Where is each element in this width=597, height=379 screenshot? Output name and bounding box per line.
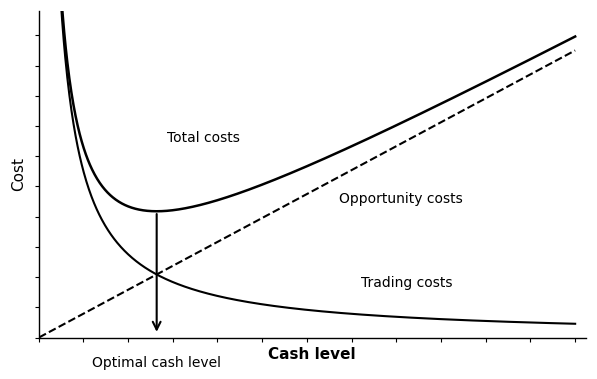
Text: Opportunity costs: Opportunity costs <box>339 191 463 205</box>
Y-axis label: Cost: Cost <box>11 157 26 191</box>
Text: Total costs: Total costs <box>167 131 240 145</box>
Text: Trading costs: Trading costs <box>361 276 452 290</box>
Text: Optimal cash level: Optimal cash level <box>92 356 221 370</box>
X-axis label: Cash level: Cash level <box>269 348 356 362</box>
